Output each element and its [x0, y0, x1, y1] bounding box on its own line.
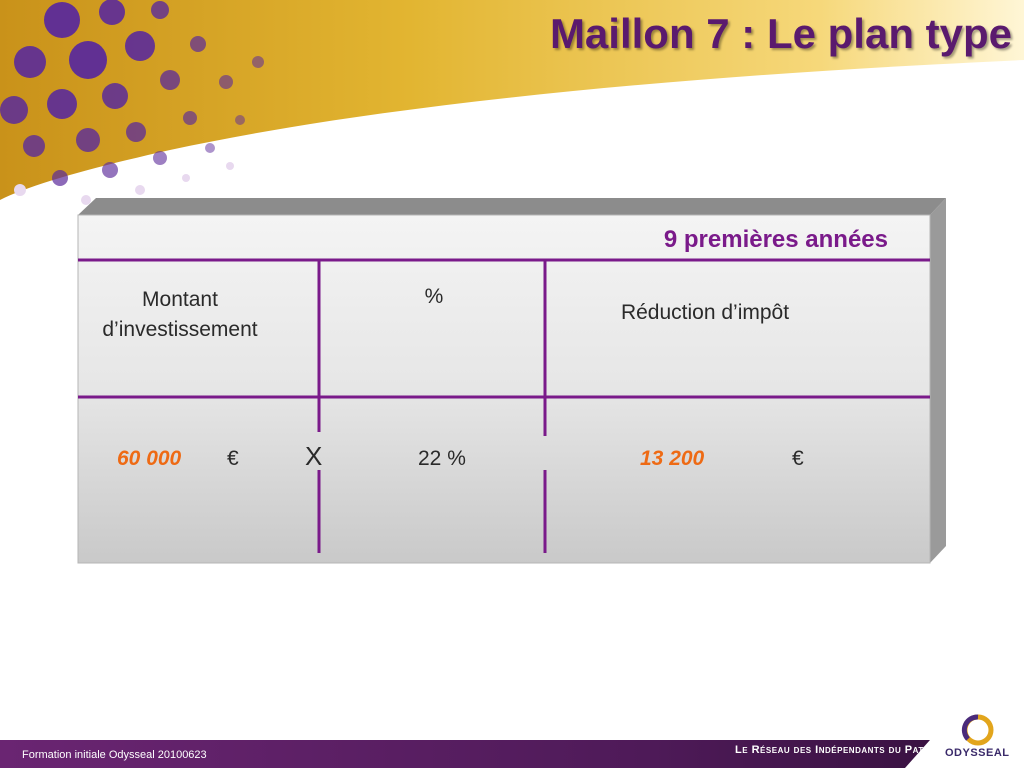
footer-text: Formation initiale Odysseal 20100623	[22, 749, 207, 761]
period-label: 9 premières années	[663, 226, 888, 253]
slide-title: Maillon 7 : Le plan type	[549, 10, 1012, 57]
odysseal-logo-icon	[961, 714, 994, 746]
amount-currency: €	[227, 447, 239, 470]
reduction-currency: €	[792, 447, 804, 470]
reduction-value: 13 200	[640, 447, 705, 470]
multiply-operator: X	[305, 441, 323, 471]
dots-decoration-light	[14, 162, 234, 205]
header-percent: %	[424, 285, 444, 308]
box-top-face	[78, 198, 946, 215]
header-reduction: Réduction d’impôt	[620, 301, 790, 324]
box-side-face	[930, 198, 946, 563]
footer-tagline: Le Réseau des Indépendants du Patrimoine	[735, 744, 962, 756]
table-grid	[78, 258, 930, 553]
amount-value: 60 000	[117, 447, 182, 470]
brand-logo-text: ODYSSEAL	[945, 747, 1010, 759]
header-swoosh	[0, 0, 1024, 200]
percent-value: 22 %	[418, 447, 466, 470]
footer-bar	[0, 740, 930, 768]
box-front-face	[77, 214, 931, 564]
header-amount: Montant d’investissement	[102, 288, 258, 341]
dots-decoration	[0, 0, 264, 186]
